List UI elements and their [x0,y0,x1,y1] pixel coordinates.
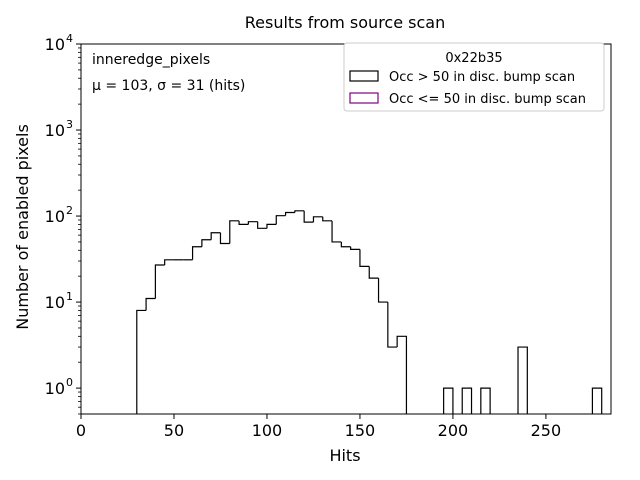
histogram-bar [303,210,314,223]
y-tick-label: 10 [45,379,65,398]
histogram-bar [145,297,156,311]
y-tick-exponent: 1 [66,290,73,303]
histogram-bar [340,241,351,248]
y-tick-exponent: 0 [66,376,73,389]
y-tick-label: 10 [45,35,65,54]
y-tick-label: 10 [45,121,65,140]
histogram-bar [461,387,473,414]
x-tick-label: 250 [531,421,562,440]
histogram-bar [591,387,603,414]
y-tick-exponent: 3 [66,118,73,131]
histogram-bar [322,216,333,222]
histogram-bar [387,302,398,348]
histogram-bar [275,215,286,225]
histogram-bar [331,220,342,243]
y-tick-exponent: 4 [66,32,73,45]
legend-swatch-occ-gt-50 [349,70,379,82]
y-tick-label: 10 [45,207,65,226]
histogram-bar [368,266,379,279]
histogram-bar [312,216,323,223]
histogram-bar [443,387,454,414]
histogram-bar [396,335,408,414]
histogram-bar [377,278,388,303]
histogram-bar [164,259,174,265]
histogram-bar [154,264,165,299]
y-tick-exponent: 2 [66,204,73,217]
histogram-bar [247,221,258,225]
histogram-bar [359,249,370,267]
y-axis-label: Number of enabled pixels [13,124,32,330]
x-axis-label: Hits [329,446,360,465]
x-tick-label: 50 [164,421,184,440]
x-tick-label: 150 [345,421,376,440]
histogram-bar [238,220,249,225]
histogram-bar [191,246,202,260]
histogram-bar [229,220,240,244]
histogram-bar [480,387,491,414]
histogram-bar [350,246,360,250]
legend-label-occ-le-50: Occ <= 50 in disc. bump scan [389,92,586,107]
histogram-bar [517,346,528,414]
legend-label-occ-gt-50: Occ > 50 in disc. bump scan [389,70,575,85]
legend-title: 0x22b35 [445,51,502,66]
legend-box [343,42,605,112]
legend-swatch-occ-le-50 [349,92,379,104]
histogram-bar [219,232,230,245]
stats-annotation: μ = 103, σ = 31 (hits) [92,78,245,94]
x-tick-label: 0 [76,421,86,440]
legend: 0x22b35 Occ > 50 in disc. bump scan Occ … [343,42,605,112]
y-tick-label: 10 [45,293,65,312]
chart-title: Results from source scan [245,13,445,32]
histogram-bar [257,221,267,229]
dataset-name: inneredge_pixels [92,52,210,68]
histogram-bar [210,232,221,240]
histogram-bar [136,309,147,414]
histogram-bar [284,211,295,216]
x-tick-label: 100 [252,421,283,440]
histogram-bar [266,223,277,229]
x-tick-label: 200 [438,421,469,440]
histogram-bar [294,210,305,213]
histogram-bar [201,239,212,247]
